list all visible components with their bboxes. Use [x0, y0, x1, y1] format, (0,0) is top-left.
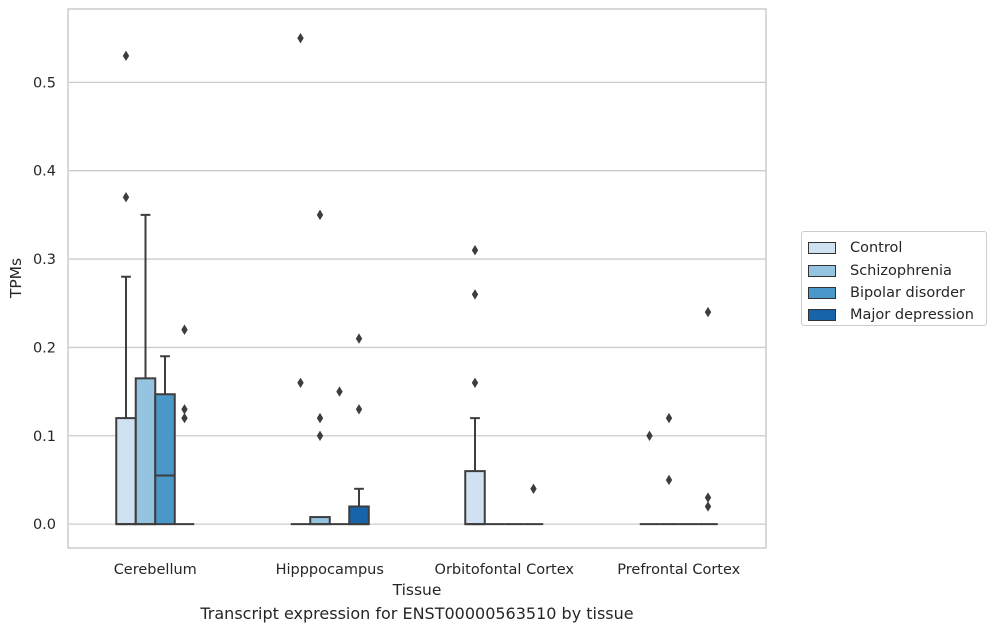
outlier-point [704, 492, 712, 503]
x-tick-label: Prefrontal Cortex [617, 562, 740, 578]
x-tick-labels: Cerebellum Hipppocampus Orbitofontal Corte… [114, 562, 741, 578]
outlier-point [646, 430, 653, 441]
outlier-point [181, 404, 188, 415]
box [134, 377, 157, 526]
plot-area [67, 8, 767, 549]
legend-label: Schizophrenia [850, 262, 952, 279]
outlier-point [181, 412, 188, 424]
y-tick-label: 0.1 [33, 429, 56, 445]
legend-label: Bipolar disorder [850, 284, 965, 301]
outlier-point [355, 404, 363, 415]
outlier-point [530, 483, 537, 494]
legend-item: Major depression [808, 304, 986, 326]
outlier-point [297, 32, 304, 44]
box [309, 516, 331, 526]
outlier-point [471, 289, 479, 300]
box-series [115, 32, 718, 526]
legend-swatch [808, 264, 836, 277]
legend-label: Major depression [850, 307, 974, 324]
x-axis-title: Tissue [392, 581, 442, 599]
x-tick-label: Cerebellum [114, 562, 197, 578]
outlier-point [471, 245, 479, 256]
box [115, 417, 137, 526]
outlier-point [181, 324, 188, 335]
x-tick-label: Hipppocampus [276, 562, 384, 578]
legend-label: Control [850, 240, 903, 257]
outlier-point [297, 377, 304, 388]
legend-swatch [808, 242, 836, 255]
legend: Control Schizophrenia Bipolar disorder Majo… [801, 231, 987, 326]
x-tick-label: Orbitofontal Cortex [435, 562, 575, 578]
outlier-point [704, 306, 712, 318]
outlier-point [665, 474, 673, 486]
outlier-point [665, 412, 673, 424]
legend-item: Control [808, 237, 986, 259]
box [154, 393, 176, 526]
outlier-point [704, 501, 712, 512]
outlier-point [122, 50, 130, 62]
legend-item: Bipolar disorder [808, 282, 986, 304]
outlier-point [316, 412, 324, 424]
y-tick-label: 0.3 [33, 252, 56, 268]
chart-caption: Transcript expression for ENST0000056351… [200, 604, 634, 623]
legend-swatch [808, 309, 836, 322]
box [464, 470, 486, 526]
outlier-point [122, 192, 130, 203]
outlier-point [336, 386, 343, 397]
legend-item: Schizophrenia [808, 259, 986, 281]
box [348, 505, 370, 526]
outlier-point [471, 377, 479, 388]
outlier-point [316, 430, 324, 441]
y-tick-label: 0.0 [33, 517, 56, 533]
legend-swatch [808, 286, 836, 299]
outlier-point [355, 333, 363, 344]
y-tick-label: 0.2 [33, 340, 56, 356]
y-tick-label: 0.5 [33, 75, 56, 91]
outlier-point [316, 209, 324, 221]
y-tick-label: 0.4 [33, 164, 56, 180]
y-tick-labels: 0.0 0.1 0.2 0.3 0.4 0.5 [33, 75, 56, 533]
y-axis-title: TPMs [7, 258, 25, 299]
